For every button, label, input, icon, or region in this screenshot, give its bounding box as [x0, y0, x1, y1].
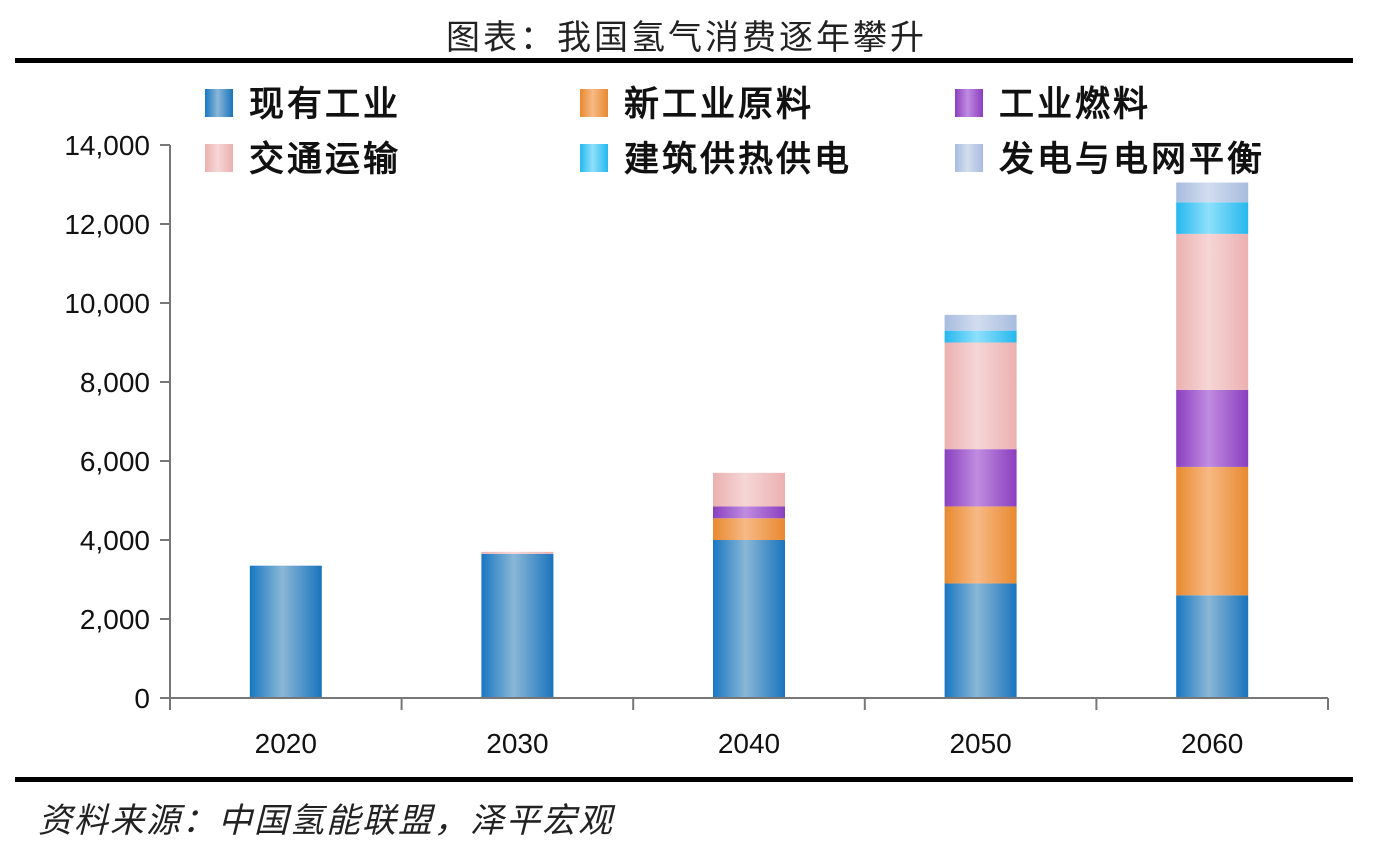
bar-2020-series-0 [249, 565, 322, 698]
legend-label: 工业燃料 [999, 85, 1151, 125]
bar-2050-series-5 [944, 314, 1017, 331]
y-tick-label: 4,000 [80, 525, 150, 556]
legend-label: 发电与电网平衡 [999, 140, 1265, 180]
bar-2060-series-0 [1176, 595, 1249, 698]
legend-label: 交通运输 [249, 139, 401, 180]
x-tick-label: 2020 [255, 728, 317, 759]
bar-2050-series-2 [944, 449, 1017, 507]
top-rule [15, 58, 1353, 63]
bar-2060-series-5 [1176, 182, 1249, 203]
y-tick-label: 2,000 [80, 604, 150, 635]
bar-2050-series-1 [944, 506, 1017, 584]
y-tick-label: 12,000 [64, 209, 150, 240]
bottom-rule [15, 777, 1353, 782]
bar-2060-series-4 [1176, 202, 1249, 234]
x-tick-label: 2030 [486, 728, 548, 759]
y-tick-label: 0 [134, 683, 150, 714]
x-tick-label: 2050 [949, 728, 1011, 759]
bar-2040-series-2 [713, 506, 785, 519]
axes: 0 2,000 4,000 6,000 8,000 10,000 12,000 14,000 2… [64, 130, 1329, 759]
bar-2060-series-2 [1176, 389, 1249, 467]
y-tick-label: 14,000 [64, 130, 150, 161]
legend-label: 新工业原料 [624, 85, 814, 125]
source-note: 资料来源：中国氢能联盟，泽平宏观 [38, 801, 614, 841]
y-tick-label: 10,000 [64, 288, 150, 319]
bar-2040-series-0 [713, 540, 785, 698]
legend-swatch [205, 144, 233, 172]
y-tick-label: 8,000 [80, 367, 150, 398]
x-tick-label: 2060 [1181, 728, 1243, 759]
bar-2040-series-3 [713, 472, 785, 507]
legend-swatch [955, 89, 983, 117]
bar-2030-series-3 [481, 551, 554, 554]
chart-title: 图表：我国氢气消费逐年攀升 [446, 18, 927, 58]
bars [249, 182, 1249, 698]
legend-swatch [580, 89, 608, 117]
bar-2040-series-1 [713, 518, 785, 540]
bar-2050-series-0 [944, 583, 1017, 698]
y-tick-label: 6,000 [80, 446, 150, 477]
x-tick-label: 2040 [718, 728, 780, 759]
legend-label: 现有工业 [249, 85, 401, 125]
bar-2060-series-3 [1176, 233, 1249, 390]
bar-2050-series-4 [944, 330, 1017, 343]
legend-swatch [580, 144, 608, 172]
bar-2060-series-1 [1176, 466, 1249, 596]
legend-label: 建筑供热供电 [624, 140, 852, 180]
legend-swatch [955, 144, 983, 172]
bar-2030-series-0 [481, 553, 554, 698]
bar-2050-series-3 [944, 342, 1017, 450]
legend-swatch [205, 89, 233, 117]
